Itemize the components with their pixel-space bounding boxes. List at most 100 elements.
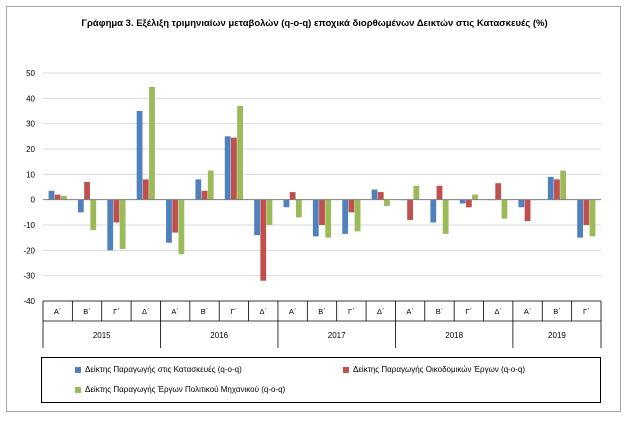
quarter-tick-label: Α΄ [54,307,62,316]
bar [136,111,143,200]
bar [54,194,61,200]
bar [459,199,466,204]
bar [254,199,260,236]
bar [142,179,149,200]
year-tick-label: 2017 [328,331,346,340]
bar [207,170,214,200]
year-tick-label: 2015 [93,331,111,340]
bar [60,195,67,200]
bar [501,199,508,219]
bars [48,86,596,281]
bar [289,192,296,200]
bar [48,190,55,200]
bar [384,199,390,206]
bar [107,199,114,251]
bar [413,185,420,200]
bar [354,199,361,232]
gridlines [43,72,601,302]
year-tick-label: 2016 [210,331,228,340]
bar [465,199,472,208]
quarter-tick-label: Γ΄ [348,307,355,316]
legend-label-construction: Δείκτης Παραγωγής στις Κατασκευές (q-o-q… [85,365,242,374]
bar [371,189,378,200]
bar [554,179,560,200]
bar [430,199,437,223]
bar [342,199,349,234]
y-tick-label: 10 [26,170,35,179]
bar [230,137,237,200]
bar [178,199,185,255]
bar [201,190,208,200]
quarter-tick-label: Α΄ [406,307,414,316]
bar [589,199,596,237]
legend-label-building: Δείκτης Παραγωγής Οικοδομικών Έργων (q-o… [353,365,526,374]
bar [172,199,179,233]
y-tick-label: -20 [23,246,35,255]
quarter-tick-label: Α΄ [524,307,532,316]
bar [266,199,273,225]
y-tick-label: 40 [26,94,35,103]
quarter-tick-label: Γ΄ [583,307,590,316]
bar [442,199,449,234]
bar [149,86,155,200]
bar [325,199,332,238]
bar [113,199,120,223]
quarter-tick-label: Δ΄ [260,307,268,316]
legend-swatch-building [343,366,349,373]
bar [237,105,243,200]
quarter-tick-label: Δ΄ [494,307,502,316]
y-tick-label: -30 [23,272,35,281]
bar [472,194,478,200]
bar [90,199,97,231]
bar [260,199,267,281]
quarter-tick-label: Α΄ [289,307,297,316]
quarter-tick-label: Δ΄ [377,307,385,316]
y-tick-label: -10 [23,221,35,230]
y-tick-label: 50 [26,69,35,78]
bar [547,176,554,200]
bar [436,185,443,200]
quarter-tick-label: Γ΄ [113,307,120,316]
year-tick-label: 2018 [445,331,463,340]
year-tick-label: 2019 [548,331,566,340]
bar [407,199,414,220]
bar [119,199,126,250]
bar [518,199,525,208]
bar [283,199,290,208]
quarter-tick-label: Γ΄ [231,307,238,316]
quarter-tick-label: Β΄ [553,307,561,316]
bar [524,199,531,222]
y-tick-label: 20 [26,145,35,154]
legend-swatch-civil-engineering [75,386,81,393]
bar [495,183,502,200]
legend-swatch-construction [75,366,81,373]
bar [312,199,319,237]
y-axis-tick-labels: 50 40 30 20 10 0 -10 -20 -30 -40 [23,69,35,306]
bar [319,199,325,225]
y-tick-label: 30 [26,120,35,129]
legend: Δείκτης Παραγωγής στις Κατασκευές (q-o-q… [41,357,601,403]
quarter-tick-label: Γ΄ [466,307,473,316]
quarter-tick-label: Β΄ [83,307,91,316]
legend-entry-construction: Δείκτης Παραγωγής στις Κατασκευές (q-o-q… [75,365,242,374]
bar [295,199,302,218]
bar [84,181,90,200]
legend-label-civil-engineering: Δείκτης Παραγωγής Έργων Πολιτικού Μηχανι… [85,385,286,394]
bar [166,199,172,243]
legend-entry-civil-engineering: Δείκτης Παραγωγής Έργων Πολιτικού Μηχανι… [75,385,285,394]
bar [77,199,84,213]
bar [195,179,202,200]
y-tick-label: -40 [23,297,35,306]
bar [377,192,384,200]
bar [583,199,590,225]
bar [577,199,584,238]
legend-entry-building: Δείκτης Παραγωγής Οικοδομικών Έργων (q-o… [343,365,525,374]
x-axis: Α΄ Β΄ Γ΄ Δ΄ Α΄ Β΄ Γ΄ Δ΄ Α΄ Β΄ Γ΄ Δ΄ Α΄ Β΄ Γ΄ Δ΄ Α΄ Β΄ Γ΄ 20… [42,199,602,348]
quarter-tick-label: Δ΄ [142,307,150,316]
chart-title: Γράφημα 3. Εξέλιξη τριμηνιαίων μεταβολών… [81,18,548,29]
quarter-tick-label: Β΄ [201,307,209,316]
bar [348,199,355,213]
bar [560,170,567,200]
quarter-tick-label: Α΄ [171,307,179,316]
